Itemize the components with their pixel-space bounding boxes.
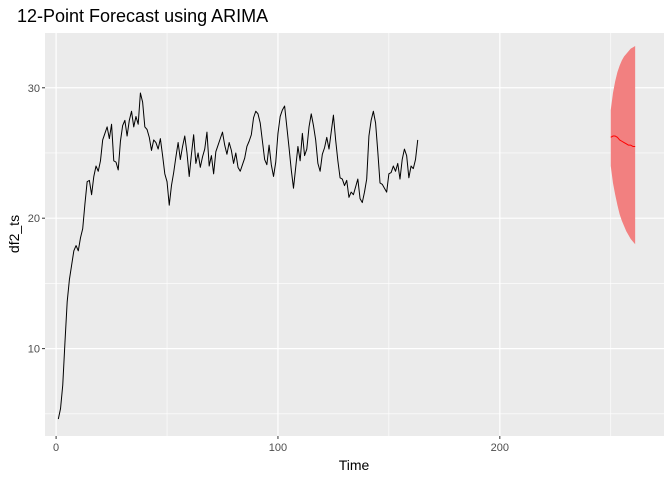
chart-title: 12-Point Forecast using ARIMA: [17, 6, 269, 26]
observed-series-line: [57, 92, 419, 420]
forecast-interval-band: [610, 46, 636, 245]
y-tick-label: 30: [28, 83, 40, 95]
y-axis-title: df2_ts: [6, 215, 22, 253]
y-tick-label: 10: [28, 344, 40, 356]
x-axis-title: Time: [339, 457, 370, 473]
y-tick-label: 20: [28, 213, 40, 225]
forecast-interval-layer: [610, 46, 636, 245]
x-tick-label: 200: [491, 442, 509, 454]
major-gridlines: [45, 33, 664, 436]
x-tick-label: 0: [53, 442, 59, 454]
minor-gridlines: [45, 33, 664, 436]
forecast-mean-line: [610, 135, 636, 147]
plot-panel: [45, 33, 664, 436]
x-tick-label: 100: [269, 442, 287, 454]
series-line-layer: [57, 92, 636, 420]
axis-layer: 0 100 200 10 20 30: [28, 83, 509, 454]
